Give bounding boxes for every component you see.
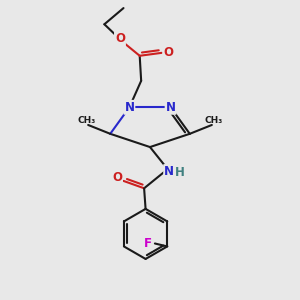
Text: CH₃: CH₃: [204, 116, 222, 125]
Text: F: F: [143, 237, 152, 250]
Text: O: O: [163, 46, 173, 59]
Text: N: N: [166, 101, 176, 114]
Text: N: N: [124, 101, 134, 114]
Text: O: O: [112, 172, 122, 184]
Text: CH₃: CH₃: [78, 116, 96, 125]
Text: N: N: [164, 165, 174, 178]
Text: H: H: [175, 166, 185, 178]
Text: O: O: [115, 32, 125, 46]
